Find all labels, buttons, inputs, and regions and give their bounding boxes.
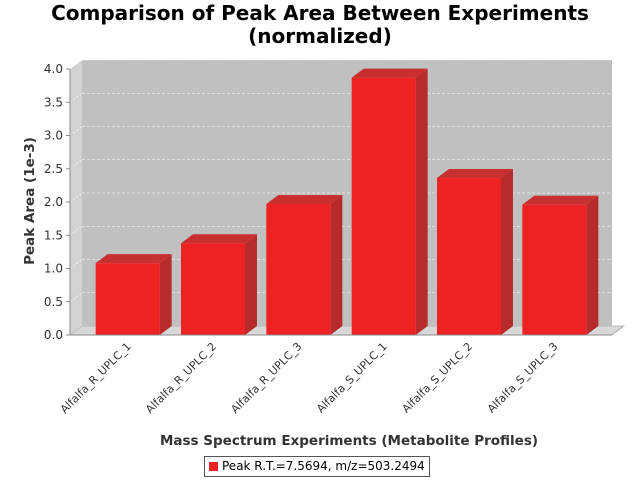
gridline-side [69,126,83,136]
x-tick-label: Alfalfa_R_UPLC_3 [228,340,304,416]
y-tick-label: 1.5 [44,228,63,242]
bar-top [437,169,513,179]
x-tick-label: Alfalfa_S_UPLC_3 [485,340,561,416]
x-tick-label: Alfalfa_S_UPLC_1 [314,340,390,416]
gridline-side [69,292,83,302]
bar-side [501,169,513,335]
bar-side [415,68,428,336]
gridline-side [69,226,83,236]
x-tick-label: Alfalfa_R_UPLC_2 [143,340,219,416]
chart-title-line-1: Comparison of Peak Area Between Experime… [51,1,589,25]
legend: Peak R.T.=7.5694, m/z=503.2494 [204,456,430,477]
bar-top [522,195,599,205]
legend-swatch [209,462,218,471]
x-tick-label: Alfalfa_S_UPLC_2 [400,340,476,416]
y-tick-label: 2.0 [44,195,63,209]
bar-top [351,68,428,78]
bar [181,234,257,335]
bar-side [330,194,343,335]
y-tick-label: 0.5 [44,295,63,309]
gridline-side [69,259,83,269]
bar-front [266,203,331,335]
y-tick-label: 0.0 [44,328,63,342]
plot-side-wall [70,60,82,335]
bar-front [351,77,416,336]
y-tick-label: 3.0 [44,129,63,143]
bars [95,68,599,336]
bar-top [95,254,172,264]
bar-top [266,194,343,204]
y-tick-labels: 0.0 0.5 1.0 1.5 2.0 2.5 3.0 3.5 4.0 [44,62,63,342]
y-tick-label: 2.5 [44,162,63,176]
bar-front [95,263,160,335]
bar-top [181,234,257,244]
y-axis-title: Peak Area (1e-3) [22,137,38,265]
bar [437,169,513,335]
axes [66,68,612,336]
bar-side [245,234,257,335]
x-axis-title: Mass Spectrum Experiments (Metabolite Pr… [160,433,538,449]
gridline-side [69,93,83,103]
bar [95,254,172,335]
bar-front [437,178,501,335]
bar-side [159,254,172,335]
bar-front [522,204,587,335]
bar-front [181,243,245,335]
chart-title-line-2: (normalized) [248,24,392,48]
bar [522,195,599,335]
chart-title: Comparison of Peak Area Between Experime… [0,2,640,48]
bar [266,194,343,335]
bar [351,68,428,336]
gridline-side [69,59,83,70]
y-tick-label: 4.0 [44,62,63,76]
y-tick-label: 3.5 [44,95,63,109]
gridline-side [69,192,83,203]
legend-label: Peak R.T.=7.5694, m/z=503.2494 [222,459,425,473]
gridline-side [69,159,83,169]
x-tick-labels: Alfalfa_R_UPLC_1 Alfalfa_R_UPLC_2 Alfalfa_… [58,340,561,416]
y-tick-label: 1.0 [44,262,63,276]
x-tick-label: Alfalfa_R_UPLC_1 [58,340,134,416]
bar-side [586,195,599,335]
